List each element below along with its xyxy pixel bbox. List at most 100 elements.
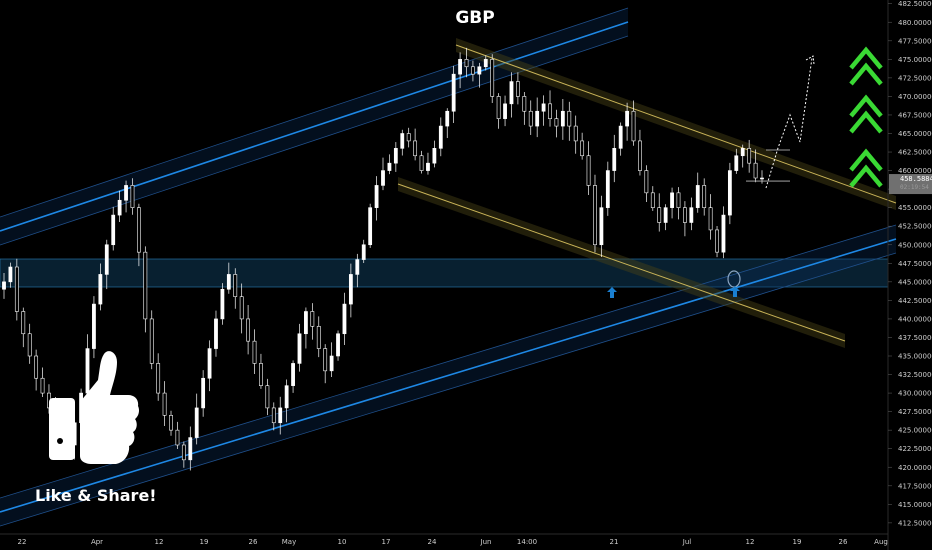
candle-body [548, 103, 552, 119]
candle-body [503, 103, 507, 119]
candle-body [426, 162, 430, 171]
candle-body [239, 296, 244, 320]
candle-body [670, 192, 674, 208]
x-tick-label: Apr [91, 538, 103, 546]
x-axis[interactable]: 22 Apr 12 19 26 May 10 17 24 Jun 14:00 21 Jul 12 19 26 A… [18, 538, 888, 546]
y-tick-label: 415.00000 [898, 501, 932, 509]
candle-body [291, 363, 295, 386]
candle-body [265, 385, 270, 409]
y-tick-label: 420.00000 [898, 464, 932, 472]
upper-channel-edge-top [0, 7, 629, 218]
x-tick-label: 12 [746, 538, 755, 546]
y-tick-label: 482.50000 [898, 0, 932, 8]
candle-body [586, 155, 591, 186]
y-tick-label: 440.00000 [898, 315, 932, 323]
x-tick-label: 21 [610, 538, 619, 546]
y-tick-label: 452.50000 [898, 223, 932, 231]
candle-body [130, 185, 135, 208]
x-tick-label: 22 [18, 538, 27, 546]
x-tick-label: 24 [428, 538, 437, 546]
candle-body [650, 192, 655, 208]
candle-body [374, 185, 379, 208]
chart-title: GBP [455, 8, 494, 28]
candle-body [676, 192, 681, 208]
candle-body [638, 140, 642, 171]
last-price-label: 458.58847 [900, 175, 932, 183]
candle-body [599, 207, 604, 246]
candle-body [535, 110, 540, 127]
descending-lower-line [397, 183, 846, 342]
ascending-channel [0, 7, 897, 527]
candle-body [2, 281, 6, 290]
candle-body [541, 103, 546, 112]
lower-channel-edge-top [0, 224, 897, 499]
y-tick-label: 432.50000 [898, 371, 932, 379]
candle-body [483, 59, 488, 68]
candle-body [567, 110, 572, 127]
lower-channel-line [0, 238, 897, 513]
candle-body [747, 148, 752, 164]
arrow-up-icon [607, 287, 617, 298]
y-tick-label: 427.50000 [898, 408, 932, 416]
candle-body [98, 274, 103, 305]
candle-body [162, 392, 167, 416]
candle-body [361, 244, 366, 260]
candle-body [702, 185, 707, 208]
candle-body [169, 415, 173, 431]
candle-body [580, 140, 585, 157]
candle-body [27, 333, 32, 357]
candle-body [695, 185, 700, 208]
candle-body [304, 311, 308, 335]
arrow-up-icon [730, 286, 740, 297]
candle-body [136, 207, 141, 253]
y-tick-label: 472.50000 [898, 74, 932, 82]
y-tick-label: 437.50000 [898, 334, 932, 342]
candle-body [625, 110, 630, 127]
candle-body [721, 214, 726, 253]
candle-body [34, 355, 39, 379]
thumbs-up-icon [49, 351, 139, 464]
upper-channel-line [0, 21, 629, 232]
candle-body [92, 303, 96, 349]
candle-body [214, 318, 218, 349]
candle-body [220, 288, 225, 320]
candle-body [663, 207, 668, 223]
candle-body [464, 59, 469, 68]
candle-body [149, 318, 154, 364]
x-tick-label: May [282, 538, 296, 546]
candle-body [233, 274, 238, 297]
candle-body [284, 385, 289, 409]
descending-channel [397, 38, 897, 348]
candle-body [368, 207, 373, 246]
candle-body [496, 96, 501, 119]
candle-body [612, 148, 617, 171]
candle-body [451, 73, 456, 112]
x-tick-label: 19 [200, 538, 209, 546]
y-tick-label: 455.00000 [898, 204, 932, 212]
candle-body [181, 444, 186, 461]
candle-body [297, 333, 302, 364]
candle-body [14, 266, 19, 312]
candle-body [445, 110, 450, 127]
x-tick-label: Jun [480, 538, 492, 546]
candle-body [246, 318, 251, 342]
candle-body [143, 251, 148, 320]
double-chevron-up-icon [849, 148, 883, 188]
candle-body [727, 170, 732, 216]
candle-body [393, 148, 398, 164]
candle-body [201, 377, 206, 409]
x-tick-label: 12 [155, 538, 164, 546]
candle-body [734, 155, 739, 171]
y-tick-label: 462.50000 [898, 149, 932, 157]
y-tick-label: 425.00000 [898, 427, 932, 435]
candle-body [715, 229, 719, 253]
candle-body [336, 333, 340, 357]
candle-body [207, 348, 212, 379]
candle-body [438, 125, 443, 149]
candle-body [593, 185, 597, 246]
candle-body [310, 311, 315, 327]
double-chevron-up-icon [849, 46, 883, 86]
candle-body [252, 340, 257, 364]
candlestick-series [2, 47, 764, 471]
